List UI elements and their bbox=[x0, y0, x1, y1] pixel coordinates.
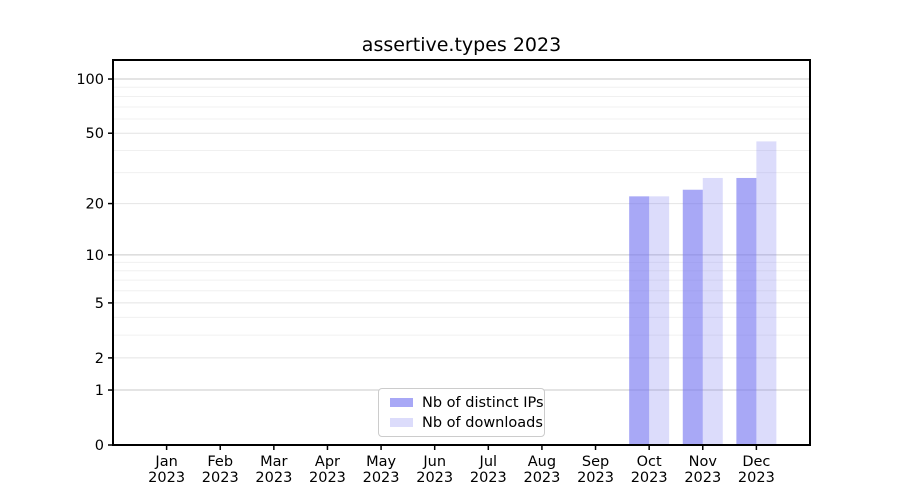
legend-swatch-downloads-icon bbox=[390, 418, 413, 427]
bar-distinct-ips bbox=[682, 189, 703, 445]
x-tick-label-month: Jul bbox=[479, 454, 498, 470]
y-tick-label: 20 bbox=[86, 197, 104, 213]
x-tick-label-year: 2023 bbox=[148, 470, 185, 486]
y-tick-label: 2 bbox=[95, 351, 104, 367]
legend-item-distinct-ips: Nb of distinct IPs bbox=[390, 395, 544, 411]
bar-distinct-ips bbox=[736, 177, 757, 445]
x-tick-label-month: Jan bbox=[154, 454, 177, 470]
x-tick-label-month: Nov bbox=[689, 454, 718, 470]
legend-item-downloads: Nb of downloads bbox=[390, 415, 543, 431]
legend-label-distinct-ips: Nb of distinct IPs bbox=[422, 394, 544, 411]
y-tick-label: 100 bbox=[76, 72, 104, 88]
x-tick-label-year: 2023 bbox=[416, 470, 453, 486]
legend-label-downloads: Nb of downloads bbox=[422, 414, 543, 431]
x-tick-label-month: Dec bbox=[742, 454, 770, 470]
x-tick-label-year: 2023 bbox=[523, 470, 560, 486]
y-tick-label: 10 bbox=[86, 248, 104, 264]
legend-swatch-distinct-ips-icon bbox=[390, 398, 413, 407]
x-tick-label-year: 2023 bbox=[577, 470, 614, 486]
y-tick-label: 5 bbox=[95, 296, 104, 312]
x-tick-label-year: 2023 bbox=[363, 470, 400, 486]
x-tick-label-month: Jun bbox=[422, 454, 446, 470]
x-tick-label-month: May bbox=[366, 454, 396, 470]
bar-downloads bbox=[756, 141, 777, 445]
legend: Nb of distinct IPs Nb of downloads bbox=[378, 388, 545, 437]
x-tick-label-year: 2023 bbox=[631, 470, 668, 486]
x-tick-label-month: Sep bbox=[582, 454, 609, 470]
x-tick-label-month: Apr bbox=[315, 454, 340, 470]
chart-title: assertive.types 2023 bbox=[361, 34, 562, 56]
bar-downloads bbox=[649, 196, 670, 445]
y-tick-label: 1 bbox=[95, 383, 104, 399]
x-tick-label-year: 2023 bbox=[309, 470, 346, 486]
bar-distinct-ips bbox=[629, 196, 650, 445]
x-tick-label-year: 2023 bbox=[470, 470, 507, 486]
x-tick-label-month: Feb bbox=[207, 454, 233, 470]
bar-downloads bbox=[702, 177, 723, 445]
x-tick-label-month: Oct bbox=[637, 454, 662, 470]
axes-spines bbox=[112, 59, 811, 446]
x-tick-label-year: 2023 bbox=[738, 470, 775, 486]
x-tick-label-year: 2023 bbox=[684, 470, 721, 486]
x-tick-label-month: Mar bbox=[260, 454, 287, 470]
x-tick-label-year: 2023 bbox=[202, 470, 239, 486]
y-tick-label: 0 bbox=[95, 438, 104, 454]
x-tick-label-year: 2023 bbox=[255, 470, 292, 486]
x-tick-label-month: Aug bbox=[528, 454, 556, 470]
y-tick-label: 50 bbox=[86, 126, 104, 142]
